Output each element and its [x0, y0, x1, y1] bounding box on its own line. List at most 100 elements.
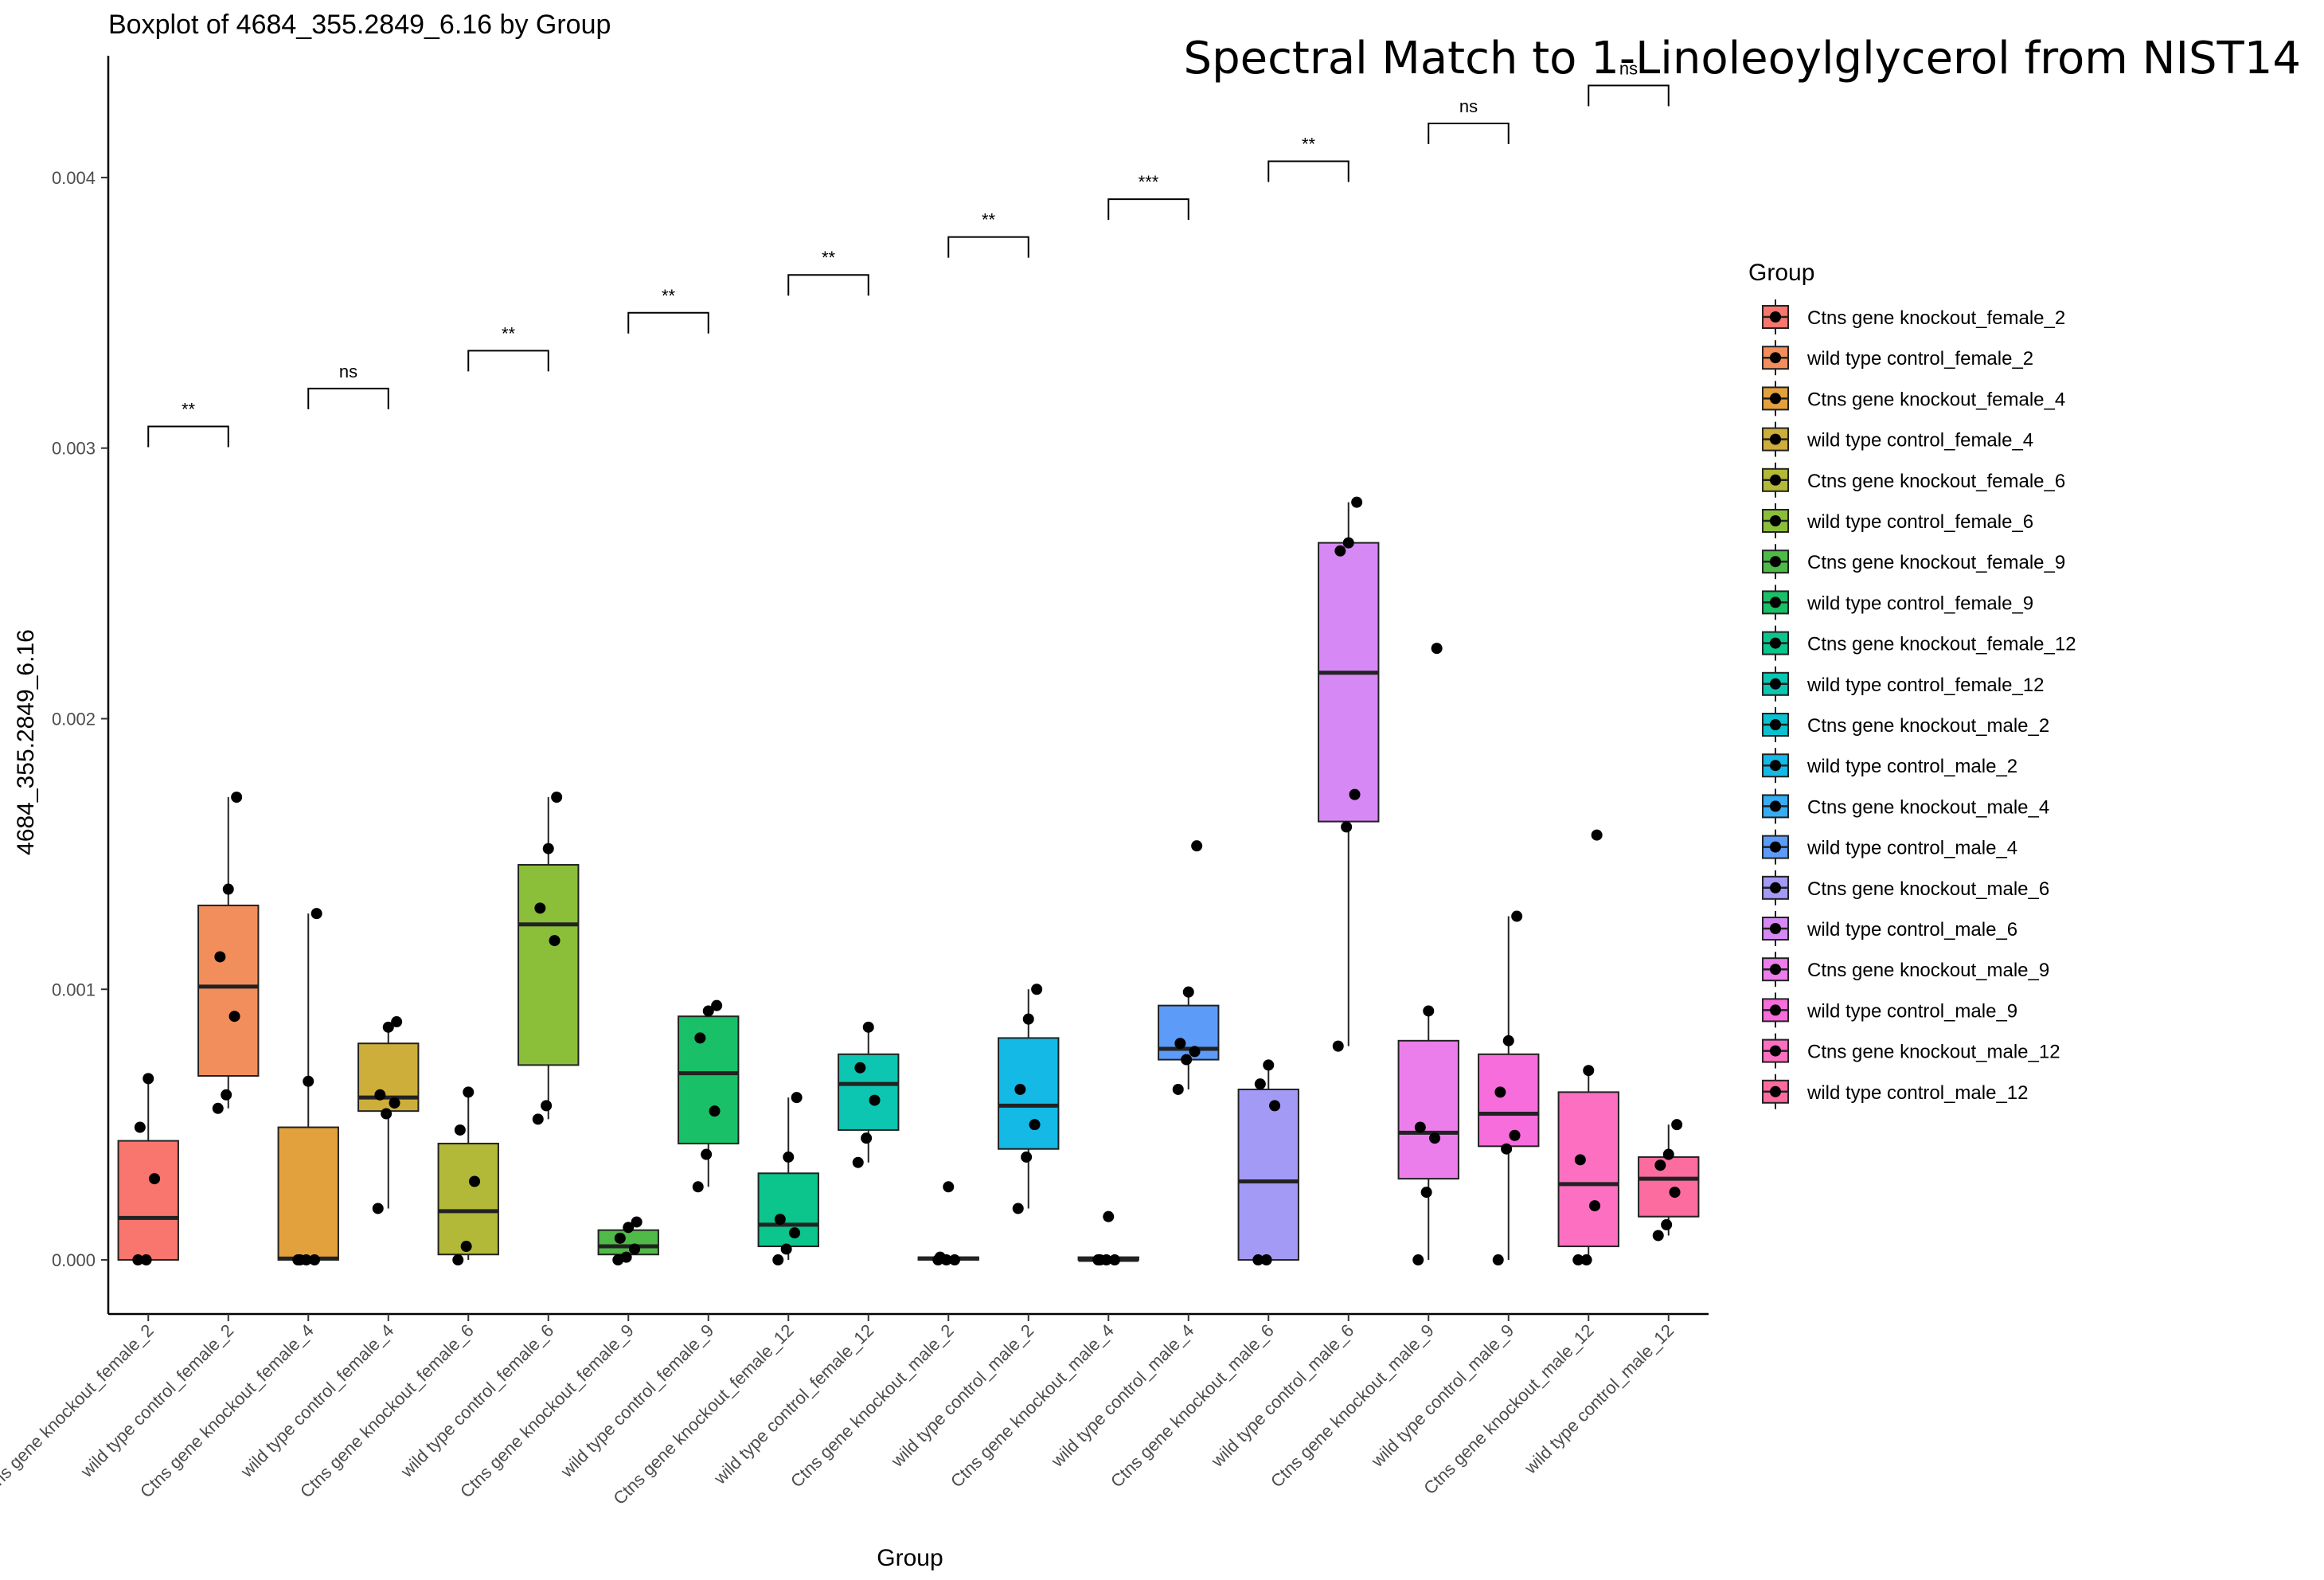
- box-group: [1478, 916, 1540, 1261]
- data-point: [631, 1216, 643, 1228]
- significance-bracket: ns: [1428, 96, 1510, 144]
- data-point: [1431, 643, 1443, 655]
- box: [998, 1037, 1060, 1150]
- x-tick-label: wild type control_male_4: [1047, 1320, 1198, 1472]
- chart-title: Boxplot of 4684_355.2849_6.16 by Group: [108, 10, 611, 40]
- data-point: [389, 1097, 400, 1109]
- data-point: [861, 1132, 873, 1144]
- box: [357, 1042, 420, 1113]
- significance-bracket: **: [147, 400, 229, 448]
- legend-label: wild type control_female_6: [1806, 511, 2033, 533]
- data-point: [303, 1075, 314, 1087]
- box: [197, 904, 260, 1077]
- significance-bracket: ns: [307, 362, 389, 409]
- significance-label: ns: [1459, 96, 1478, 116]
- box-group: [1638, 1124, 1700, 1236]
- data-point: [1029, 1119, 1041, 1131]
- data-point: [1012, 1203, 1024, 1214]
- box: [1318, 542, 1380, 823]
- legend-item: wild type control_female_4: [1762, 421, 2033, 457]
- data-point: [1094, 1254, 1106, 1266]
- data-point: [783, 1151, 795, 1163]
- data-point: [791, 1092, 803, 1104]
- legend-item: Ctns gene knockout_male_4: [1762, 788, 2049, 824]
- data-point: [1414, 1121, 1426, 1133]
- data-point: [454, 1124, 466, 1136]
- legend-item: Ctns gene knockout_male_2: [1762, 707, 2049, 742]
- data-point: [1172, 1083, 1184, 1095]
- legend-key-point: [1770, 964, 1781, 976]
- legend-label: wild type control_male_6: [1806, 919, 2017, 941]
- box-group: [1397, 1011, 1459, 1261]
- legend-key-point: [1770, 719, 1781, 730]
- box-group: [437, 1092, 499, 1261]
- legend-key-point: [1770, 1004, 1781, 1016]
- significance-label: ***: [1139, 172, 1159, 192]
- data-point: [1351, 496, 1363, 508]
- data-point: [551, 792, 563, 804]
- data-point: [1022, 1013, 1034, 1025]
- legend-item: Ctns gene knockout_female_4: [1762, 381, 2065, 417]
- bracket-line: [947, 236, 1029, 258]
- x-tick-label: Ctns gene knockout_male_12: [1420, 1320, 1598, 1499]
- legend-item: wild type control_female_9: [1762, 585, 2033, 620]
- data-point: [1583, 1065, 1595, 1077]
- data-point: [1269, 1100, 1281, 1112]
- data-point: [1429, 1132, 1441, 1144]
- legend-key-point: [1770, 515, 1781, 526]
- y-axis: 0.000 0.001 0.002 0.003 0.004: [52, 56, 110, 1314]
- data-point: [1174, 1038, 1186, 1050]
- data-point: [1103, 1210, 1115, 1222]
- data-point: [382, 1021, 394, 1033]
- data-point: [542, 843, 554, 855]
- data-point: [452, 1254, 464, 1266]
- data-point: [694, 1032, 706, 1044]
- legend-item: Ctns gene knockout_male_9: [1762, 952, 2049, 988]
- data-point: [1334, 545, 1346, 557]
- data-point: [862, 1021, 874, 1033]
- box: [1397, 1039, 1459, 1180]
- x-tick-label: wild type control_male_2: [887, 1320, 1038, 1472]
- data-point: [1654, 1160, 1666, 1171]
- data-point: [1671, 1119, 1683, 1131]
- significance-label: **: [662, 286, 676, 306]
- legend-item: wild type control_male_12: [1762, 1074, 2029, 1109]
- significance-bracket: **: [1267, 135, 1349, 182]
- x-tick-label: Ctns gene knockout_female_4: [136, 1320, 318, 1502]
- data-point: [374, 1089, 386, 1101]
- x-tick-label: wild type control_male_9: [1367, 1320, 1518, 1472]
- data-point: [1669, 1187, 1681, 1199]
- significance-label: **: [822, 248, 836, 268]
- data-point: [1252, 1254, 1264, 1266]
- box-group: [518, 797, 580, 1120]
- data-point: [1652, 1230, 1664, 1242]
- legend-item: Ctns gene knockout_female_9: [1762, 544, 2065, 580]
- significance-bracket: **: [467, 323, 549, 372]
- bracket-line: [1107, 198, 1189, 221]
- spectral-match-title: Spectral Match to 1-Linoleoylglycerol fr…: [1184, 33, 2301, 84]
- data-point: [1191, 840, 1203, 852]
- box: [1158, 1004, 1220, 1061]
- legend-item: Ctns gene knockout_male_6: [1762, 870, 2049, 905]
- boxes-layer: [117, 502, 1700, 1262]
- bracket-line: [147, 425, 229, 448]
- data-point: [623, 1222, 635, 1234]
- x-tick-label: wild type control_female_4: [236, 1320, 398, 1482]
- data-point: [692, 1181, 704, 1193]
- data-point: [1014, 1083, 1026, 1095]
- significance-bracket: ns: [1588, 58, 1670, 107]
- data-point: [854, 1062, 866, 1074]
- x-tick-label: Ctns gene knockout_female_6: [296, 1320, 478, 1502]
- data-point: [1572, 1254, 1584, 1266]
- data-point: [1342, 537, 1354, 549]
- box-group: [838, 1027, 900, 1163]
- significance-bracket: **: [947, 210, 1029, 258]
- data-point: [469, 1175, 481, 1187]
- data-point: [391, 1016, 403, 1028]
- legend-key-point: [1770, 882, 1781, 894]
- data-point: [943, 1181, 955, 1193]
- data-point: [1021, 1151, 1033, 1163]
- x-tick-label: Ctns gene knockout_male_2: [787, 1320, 958, 1492]
- data-point: [1341, 821, 1353, 833]
- box-group: [197, 797, 260, 1109]
